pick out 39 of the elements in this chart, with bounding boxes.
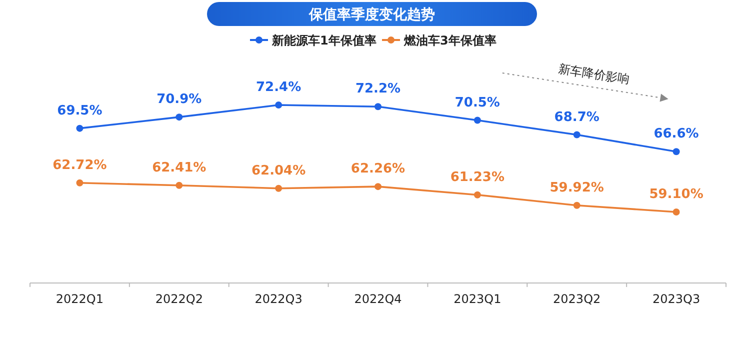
point [672,148,680,156]
data-label: 68.7% [554,110,600,125]
point [76,124,84,132]
x-tick-label: 2023Q2 [553,292,601,306]
point [374,103,382,110]
x-tick-label: 2022Q1 [56,292,104,306]
point [573,131,580,138]
data-label: 70.9% [156,92,202,108]
data-label: 62.72% [52,158,107,173]
point [374,183,382,190]
data-label: 59.92% [550,180,604,196]
data-label: 69.5% [57,103,102,118]
text: 新车降价影响 [557,62,631,87]
chart-title: 保值率季度变化趋势 [308,6,435,23]
data-label: 61.23% [450,170,505,185]
point [176,182,183,189]
point [275,184,282,192]
data-label: 66.6% [654,126,699,142]
data-label: 62.26% [350,162,406,177]
point [76,179,84,186]
data-label: 72.4% [256,80,302,95]
data-label: 72.2% [355,82,401,97]
point [275,102,282,108]
point [474,191,481,198]
legend-label: 燃油车3年保值率 [403,34,496,48]
data-label: 62.41% [152,160,206,176]
point [474,116,481,124]
data-label: 62.04% [251,163,306,178]
point [573,202,580,209]
point [176,114,183,121]
data-label: 70.5% [454,95,500,110]
point [672,208,680,216]
legend-label: 新能源车1年保值率 [271,34,376,48]
x-tick-label: 2023Q3 [652,292,700,306]
x-tick-label: 2023Q1 [454,292,502,306]
x-tick-label: 2022Q3 [254,292,302,306]
x-tick-label: 2022Q4 [354,292,402,306]
data-label: 59.10% [649,187,704,202]
x-tick-label: 2022Q2 [155,292,203,306]
